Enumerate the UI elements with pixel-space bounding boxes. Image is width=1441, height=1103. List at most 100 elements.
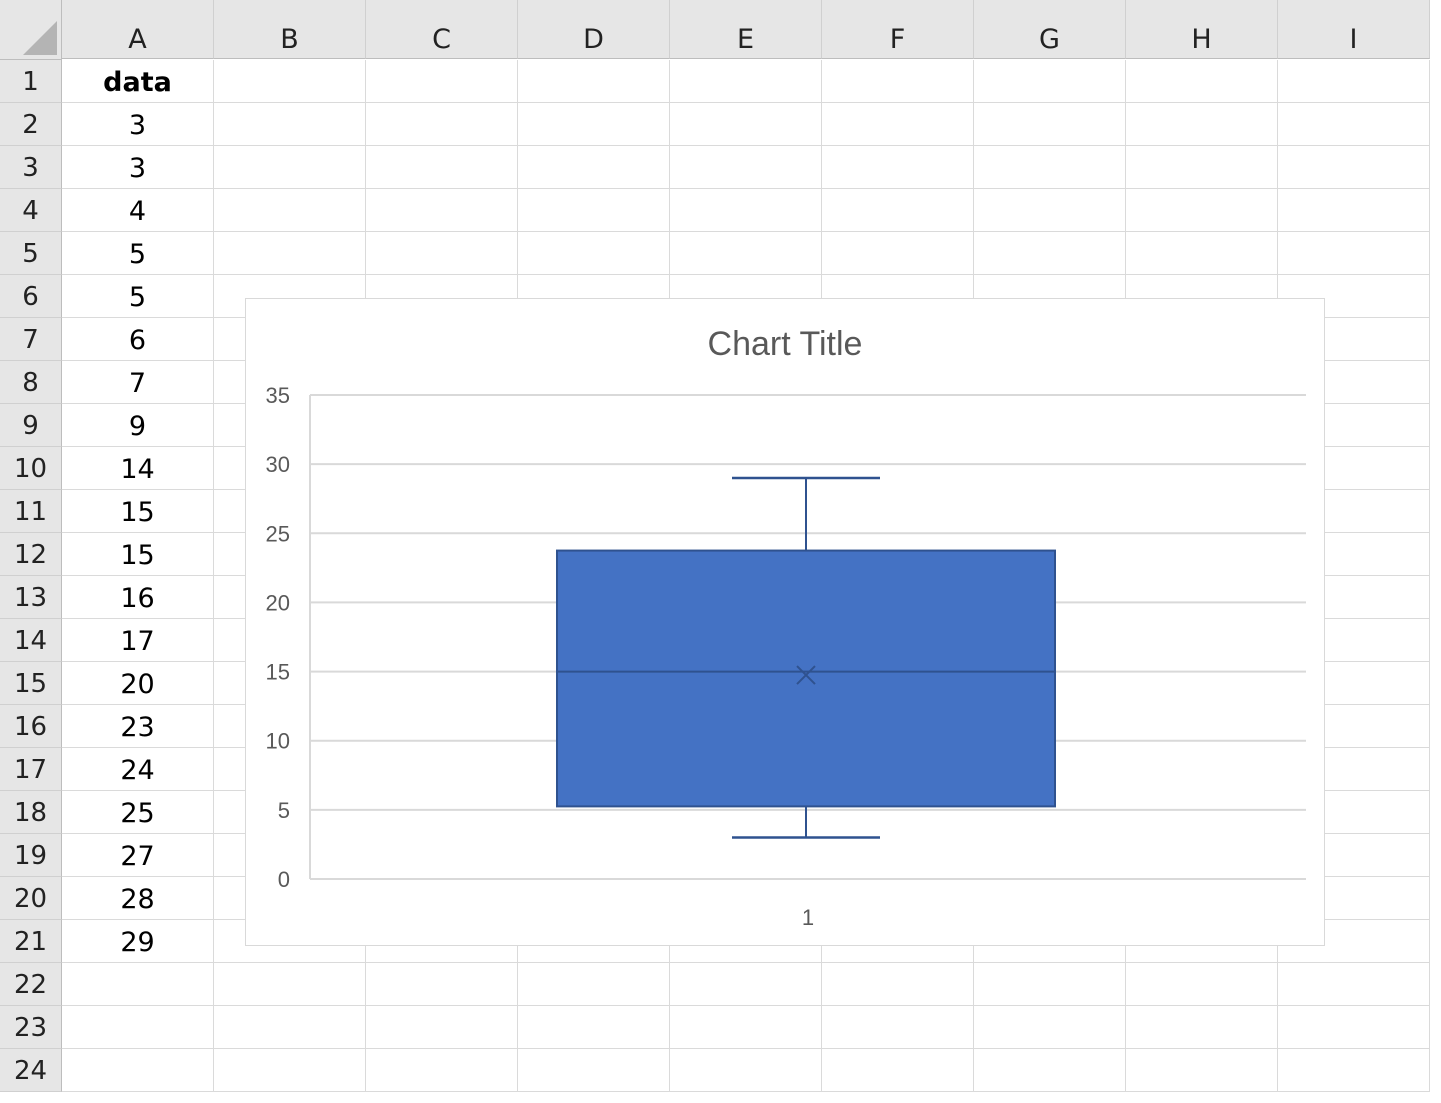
row-header-22[interactable]: 22 (0, 963, 62, 1006)
cell-D24[interactable] (518, 1049, 670, 1092)
cell-I20[interactable] (1278, 877, 1430, 920)
cell-F4[interactable] (822, 189, 974, 232)
column-header-G[interactable]: G (974, 0, 1126, 59)
cell-A11[interactable]: 15 (62, 490, 214, 533)
cell-E5[interactable] (670, 232, 822, 275)
column-header-I[interactable]: I (1278, 0, 1430, 59)
row-header-21[interactable]: 21 (0, 920, 62, 963)
row-header-6[interactable]: 6 (0, 275, 62, 318)
cell-H1[interactable] (1126, 60, 1278, 103)
cell-B3[interactable] (214, 146, 366, 189)
row-header-8[interactable]: 8 (0, 361, 62, 404)
cell-A12[interactable]: 15 (62, 533, 214, 576)
cell-A4[interactable]: 4 (62, 189, 214, 232)
row-header-2[interactable]: 2 (0, 103, 62, 146)
cell-I14[interactable] (1278, 619, 1430, 662)
row-header-1[interactable]: 1 (0, 60, 62, 103)
cell-H5[interactable] (1126, 232, 1278, 275)
cell-A18[interactable]: 25 (62, 791, 214, 834)
cell-D5[interactable] (518, 232, 670, 275)
cell-A7[interactable]: 6 (62, 318, 214, 361)
cell-E4[interactable] (670, 189, 822, 232)
cell-C4[interactable] (366, 189, 518, 232)
column-header-D[interactable]: D (518, 0, 670, 59)
cell-A22[interactable] (62, 963, 214, 1006)
column-header-F[interactable]: F (822, 0, 974, 59)
cell-H2[interactable] (1126, 103, 1278, 146)
cell-D23[interactable] (518, 1006, 670, 1049)
cell-A1[interactable]: data (62, 60, 214, 103)
cell-A2[interactable]: 3 (62, 103, 214, 146)
cell-C3[interactable] (366, 146, 518, 189)
column-header-A[interactable]: A (62, 0, 214, 59)
cell-D2[interactable] (518, 103, 670, 146)
cell-G23[interactable] (974, 1006, 1126, 1049)
cell-I15[interactable] (1278, 662, 1430, 705)
cell-G1[interactable] (974, 60, 1126, 103)
cell-D1[interactable] (518, 60, 670, 103)
cell-A9[interactable]: 9 (62, 404, 214, 447)
row-header-16[interactable]: 16 (0, 705, 62, 748)
cell-A20[interactable]: 28 (62, 877, 214, 920)
row-header-19[interactable]: 19 (0, 834, 62, 877)
cell-B22[interactable] (214, 963, 366, 1006)
row-header-4[interactable]: 4 (0, 189, 62, 232)
cell-A16[interactable]: 23 (62, 705, 214, 748)
cell-F5[interactable] (822, 232, 974, 275)
cell-C5[interactable] (366, 232, 518, 275)
cell-H23[interactable] (1126, 1006, 1278, 1049)
cell-A6[interactable]: 5 (62, 275, 214, 318)
cell-G3[interactable] (974, 146, 1126, 189)
row-header-11[interactable]: 11 (0, 490, 62, 533)
cell-A17[interactable]: 24 (62, 748, 214, 791)
cell-F3[interactable] (822, 146, 974, 189)
column-header-H[interactable]: H (1126, 0, 1278, 59)
cell-E24[interactable] (670, 1049, 822, 1092)
cell-I21[interactable] (1278, 920, 1430, 963)
cell-I23[interactable] (1278, 1006, 1430, 1049)
column-header-B[interactable]: B (214, 0, 366, 59)
cell-H22[interactable] (1126, 963, 1278, 1006)
cell-C1[interactable] (366, 60, 518, 103)
cell-I9[interactable] (1278, 404, 1430, 447)
cell-H24[interactable] (1126, 1049, 1278, 1092)
cell-I24[interactable] (1278, 1049, 1430, 1092)
row-header-7[interactable]: 7 (0, 318, 62, 361)
cell-B5[interactable] (214, 232, 366, 275)
cell-F23[interactable] (822, 1006, 974, 1049)
cell-F1[interactable] (822, 60, 974, 103)
cell-E1[interactable] (670, 60, 822, 103)
cell-G5[interactable] (974, 232, 1126, 275)
box-plot-chart[interactable]: 0 5 10 15 20 25 30 35 1 Chart Title (245, 298, 1325, 946)
select-all-button[interactable] (0, 0, 62, 60)
cell-A14[interactable]: 17 (62, 619, 214, 662)
cell-G2[interactable] (974, 103, 1126, 146)
cell-A13[interactable]: 16 (62, 576, 214, 619)
cell-H4[interactable] (1126, 189, 1278, 232)
cell-B23[interactable] (214, 1006, 366, 1049)
row-header-23[interactable]: 23 (0, 1006, 62, 1049)
cell-C23[interactable] (366, 1006, 518, 1049)
row-header-9[interactable]: 9 (0, 404, 62, 447)
row-header-12[interactable]: 12 (0, 533, 62, 576)
cell-G24[interactable] (974, 1049, 1126, 1092)
cell-A19[interactable]: 27 (62, 834, 214, 877)
cell-E3[interactable] (670, 146, 822, 189)
cell-I17[interactable] (1278, 748, 1430, 791)
cell-C24[interactable] (366, 1049, 518, 1092)
cell-H3[interactable] (1126, 146, 1278, 189)
cell-A8[interactable]: 7 (62, 361, 214, 404)
cell-F2[interactable] (822, 103, 974, 146)
cell-A10[interactable]: 14 (62, 447, 214, 490)
cell-A21[interactable]: 29 (62, 920, 214, 963)
cell-C22[interactable] (366, 963, 518, 1006)
row-header-20[interactable]: 20 (0, 877, 62, 920)
cell-I6[interactable] (1278, 275, 1430, 318)
cell-B2[interactable] (214, 103, 366, 146)
cell-A15[interactable]: 20 (62, 662, 214, 705)
cell-E22[interactable] (670, 963, 822, 1006)
cell-I12[interactable] (1278, 533, 1430, 576)
cell-C2[interactable] (366, 103, 518, 146)
row-header-24[interactable]: 24 (0, 1049, 62, 1092)
cell-I19[interactable] (1278, 834, 1430, 877)
